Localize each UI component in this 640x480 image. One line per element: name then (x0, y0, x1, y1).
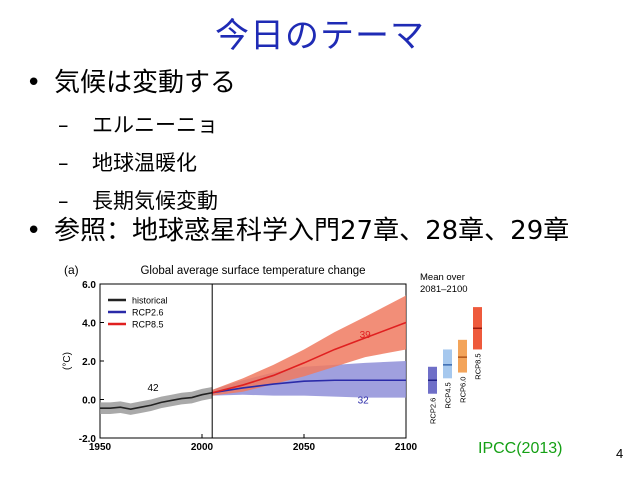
series-line-RCP8.5 (212, 321, 407, 394)
bullet-list: • 気候は変動する – エルニーニョ – 地球温暖化 – 長期気候変動 (22, 66, 632, 224)
y-tick-label: 2.0 (82, 357, 96, 368)
mean-bar-RCP4.5 (443, 349, 452, 379)
sub-bullet-global-warming: – 地球温暖化 (22, 148, 632, 178)
legend-label-historical: historical (132, 296, 168, 306)
mean-bar-label-RCP4.5: RCP4.5 (444, 382, 453, 408)
mean-bar-label-RCP8.5: RCP8.5 (474, 353, 483, 379)
bullet-dot: • (26, 68, 42, 98)
chart-title: Global average surface temperature chang… (140, 265, 365, 277)
mean-bar-label-RCP6.0: RCP6.0 (459, 377, 468, 403)
mean-bar-RCP6.0 (458, 339, 467, 373)
band-RCP2.6 (212, 361, 406, 398)
model-count-historical: 42 (147, 383, 159, 394)
plot-area (99, 283, 407, 439)
model-count-RCP2.6: 32 (358, 395, 370, 406)
sub-bullet-text: 地球温暖化 (92, 151, 197, 175)
x-tick-label: 2100 (395, 442, 418, 453)
y-tick-label: -2.0 (79, 434, 97, 445)
bullet-text: 参照：地球惑星科学入門27章、28章、29章 (54, 216, 570, 246)
bullet-climate-varies: • 気候は変動する (22, 66, 632, 100)
sub-bullet-el-nino: – エルニーニョ (22, 110, 632, 140)
mean-over-panel: Mean over 2081–2100 RCP2.6 RCP4.5 RCP6.0 RCP8… (418, 268, 504, 438)
sub-bullet-text: エルニーニョ (92, 113, 218, 137)
model-count-RCP8.5: 39 (360, 330, 372, 341)
y-tick-label: 4.0 (82, 319, 96, 330)
sub-bullet-text: 長期気候変動 (92, 189, 218, 213)
sub-bullet-dash: – (58, 151, 69, 175)
slide-title: 今日のテーマ (215, 16, 425, 56)
legend-label-RCP2.6: RCP2.6 (132, 308, 164, 318)
series-line-RCP2.6 (212, 379, 406, 394)
temperature-chart-svg: (a) Global average surface temperature ch… (62, 263, 418, 453)
mean-over-title-1: Mean over (420, 272, 465, 283)
mean-over-title-2: 2081–2100 (420, 284, 468, 295)
temperature-chart: (a) Global average surface temperature ch… (58, 258, 504, 454)
x-tick-label: 1950 (89, 442, 112, 453)
x-tick-label: 2050 (293, 442, 316, 453)
x-tick-label: 2000 (191, 442, 214, 453)
bullet-text: 気候は変動する (54, 68, 237, 98)
sub-bullet-dash: – (58, 113, 69, 137)
y-tick-label: 6.0 (82, 280, 96, 291)
bullet-dot: • (26, 216, 42, 246)
y-tick-label: 0.0 (82, 396, 96, 407)
page-number: 4 (616, 446, 624, 461)
series-line-historical (100, 391, 213, 410)
source-credit: IPCC(2013) (478, 440, 563, 457)
band-RCP8.5 (212, 295, 406, 396)
panel-label: (a) (64, 263, 79, 277)
sub-bullet-long-term-change: – 長期気候変動 (22, 186, 632, 216)
mean-bar-label-RCP2.6: RCP2.6 (429, 398, 438, 424)
bullet-reference: • 参照：地球惑星科学入門27章、28章、29章 (22, 214, 640, 248)
sub-bullet-dash: – (58, 189, 69, 213)
legend-label-RCP8.5: RCP8.5 (132, 320, 164, 330)
y-axis-label: (°C) (62, 352, 73, 370)
